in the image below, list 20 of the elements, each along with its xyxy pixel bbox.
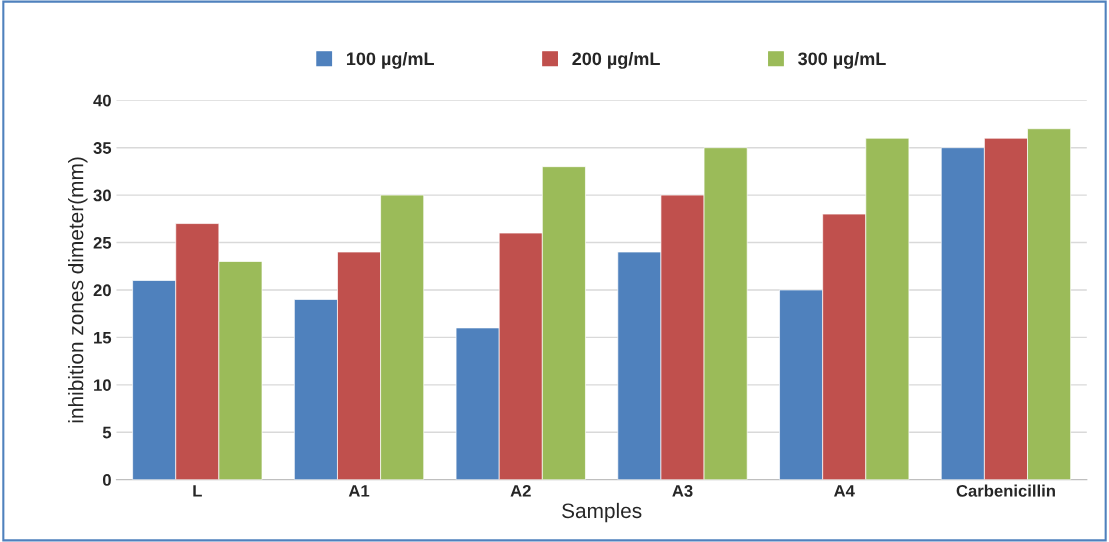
x-tick-label: A3 [672,484,693,497]
y-axis-title: inhibition zones dimeter(mm) [68,157,88,423]
x-axis-title: Samples [562,502,642,523]
y-tick-label: 25 [93,236,112,249]
y-tick-label: 0 [102,474,111,486]
legend-label: 200 µg/mL [572,51,660,69]
y-tick-label: 30 [93,189,111,202]
legend-label: 300 µg/mL [798,51,886,69]
x-tick-label: Carbenicillin [956,484,1055,497]
y-tick-label: 35 [93,142,112,154]
x-tick-label: A4 [833,485,855,497]
y-tick-label: 15 [94,331,112,344]
y-tick-label: 40 [93,94,111,107]
legend-label: 100 µg/mL [346,51,434,69]
x-tick-label: A1 [348,485,370,497]
y-tick-label: 5 [102,426,112,439]
y-tick-label: 10 [94,379,111,392]
x-tick-label: L [193,485,202,497]
x-tick-label: A2 [510,484,531,497]
y-tick-label: 20 [93,284,111,297]
